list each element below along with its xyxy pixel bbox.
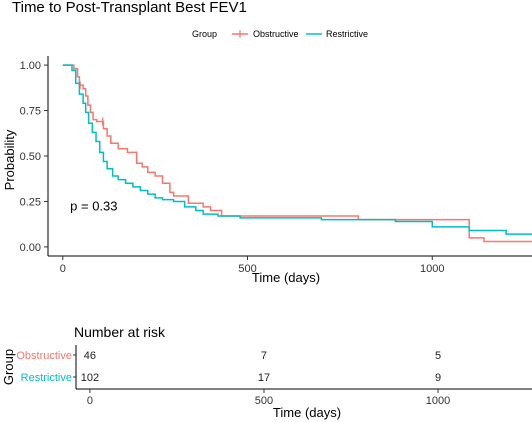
risk-x-tick-label: 0: [87, 395, 93, 407]
risk-rows: Obstructive 46 7 5 Restrictive 102 17 9: [16, 350, 441, 384]
series-line-obstructive: [62, 64, 532, 243]
p-value-annotation: p = 0.33: [70, 199, 117, 214]
x-axis-label: Time (days): [252, 270, 320, 285]
y-tick-label: 1.00: [20, 60, 41, 72]
y-ticks: 0.00 0.25 0.50 0.75 1.00: [20, 60, 48, 254]
risk-x-axis-label: Time (days): [273, 405, 341, 420]
risk-y-axis-label: Group: [1, 349, 16, 385]
risk-count: 17: [258, 372, 270, 384]
risk-count: 5: [435, 350, 441, 362]
legend-label-restrictive: Restrictive: [326, 29, 368, 39]
y-axis-label: Probability: [2, 129, 17, 190]
y-tick-label: 0.50: [20, 151, 41, 163]
survival-curves: [62, 64, 532, 243]
legend-title: Group: [192, 29, 217, 39]
y-tick-label: 0.25: [20, 196, 41, 208]
series-line-restrictive: [62, 64, 532, 235]
risk-count: 102: [81, 372, 99, 384]
legend: Group Obstructive Restrictive: [192, 29, 368, 39]
risk-x-tick-label: 500: [255, 395, 273, 407]
x-tick-label: 0: [60, 263, 66, 275]
legend-label-obstructive: Obstructive: [253, 29, 299, 39]
risk-count: 46: [84, 350, 96, 362]
risk-table-axes: [75, 345, 532, 390]
risk-table-title: Number at risk: [74, 324, 166, 340]
x-ticks: 0 500 1000: [60, 256, 444, 275]
risk-x-ticks: 0 500 1000: [87, 389, 450, 407]
y-tick-label: 0.75: [20, 106, 41, 118]
x-tick-label: 500: [238, 263, 256, 275]
risk-count: 9: [435, 372, 441, 384]
y-tick-label: 0.00: [20, 242, 41, 254]
risk-row-label: Restrictive: [21, 372, 72, 384]
risk-x-tick-label: 1000: [426, 395, 450, 407]
chart-title: Time to Post-Transplant Best FEV1: [12, 0, 247, 16]
plot-axes: [47, 56, 532, 257]
x-tick-label: 1000: [420, 263, 444, 275]
risk-count: 7: [261, 350, 267, 362]
risk-row-label: Obstructive: [16, 350, 72, 362]
